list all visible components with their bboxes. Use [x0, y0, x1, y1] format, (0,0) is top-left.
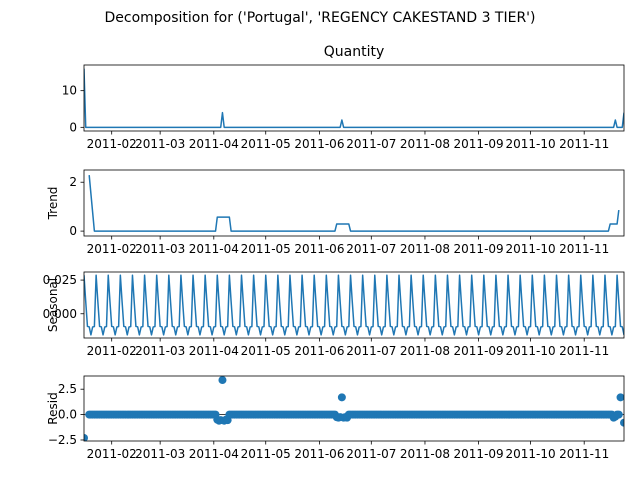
- x-tick-label: 2011-08: [400, 242, 450, 256]
- x-tick-label: 2011-10: [505, 242, 555, 256]
- series-line: [84, 68, 624, 129]
- x-tick-label: 2011-02: [87, 137, 137, 151]
- x-tick-label: 2011-09: [454, 242, 504, 256]
- x-tick-label: 2011-05: [241, 447, 291, 461]
- x-tick-label: 2011-04: [189, 242, 239, 256]
- x-tick-label: 2011-11: [559, 137, 609, 151]
- x-tick-label: 2011-02: [87, 242, 137, 256]
- x-tick-label: 2011-08: [400, 447, 450, 461]
- panel-marks: [84, 376, 624, 441]
- x-tick-label: 2011-11: [559, 242, 609, 256]
- x-tick-label: 2011-09: [454, 137, 504, 151]
- x-tick-label: 2011-07: [346, 242, 396, 256]
- x-tick-label: 2011-10: [505, 447, 555, 461]
- x-tick-label: 2011-04: [189, 137, 239, 151]
- x-tick-label: 2011-05: [241, 344, 291, 358]
- y-tick-label: 2: [69, 175, 77, 189]
- y-tick-label: 10: [62, 84, 77, 98]
- figure-suptitle: Decomposition for ('Portugal', 'REGENCY …: [105, 10, 536, 26]
- x-tick-label: 2011-10: [505, 344, 555, 358]
- x-tick-label: 2011-09: [454, 344, 504, 358]
- x-tick-label: 2011-04: [189, 447, 239, 461]
- axes-frame: [83, 64, 625, 132]
- x-tick-label: 2011-09: [454, 447, 504, 461]
- x-tick-label: 2011-06: [294, 344, 344, 358]
- y-tick-label: 0.0: [58, 408, 77, 422]
- x-tick-label: 2011-03: [135, 137, 185, 151]
- seasonal-line: [84, 274, 624, 336]
- y-tick-label: 0: [69, 120, 77, 134]
- x-tick-label: 2011-07: [346, 447, 396, 461]
- axes-frame: [83, 169, 625, 237]
- panel-marks: [84, 274, 624, 336]
- x-tick-label: 2011-11: [559, 447, 609, 461]
- x-tick-label: 2011-11: [559, 344, 609, 358]
- x-tick-label: 2011-08: [400, 137, 450, 151]
- x-tick-label: 2011-04: [189, 344, 239, 358]
- x-tick-label: 2011-02: [87, 447, 137, 461]
- y-tick-label: 0: [69, 224, 77, 238]
- panel-title: Quantity: [324, 44, 385, 60]
- y-tick-label: 0.000: [43, 307, 77, 321]
- x-tick-label: 2011-03: [135, 242, 185, 256]
- x-tick-label: 2011-02: [87, 344, 137, 358]
- x-tick-label: 2011-08: [400, 344, 450, 358]
- x-tick-label: 2011-03: [135, 344, 185, 358]
- resid-point: [614, 410, 623, 419]
- x-tick-label: 2011-07: [346, 137, 396, 151]
- axes-frame: [83, 375, 625, 442]
- y-tick-label: 2.5: [58, 382, 77, 396]
- y-axis-label: Resid: [46, 392, 60, 424]
- x-tick-label: 2011-05: [241, 242, 291, 256]
- y-tick-label: 0.025: [43, 273, 77, 287]
- panel-marks: [88, 175, 620, 232]
- y-axis-label: Trend: [46, 187, 60, 221]
- x-tick-label: 2011-07: [346, 344, 396, 358]
- x-tick-label: 2011-03: [135, 447, 185, 461]
- series-line: [88, 175, 620, 232]
- y-axis-label: Seasonal: [46, 278, 60, 332]
- x-tick-label: 2011-06: [294, 242, 344, 256]
- x-tick-label: 2011-05: [241, 137, 291, 151]
- x-tick-label: 2011-06: [294, 137, 344, 151]
- resid-point: [218, 376, 227, 385]
- resid-point: [620, 418, 624, 427]
- resid-point: [337, 393, 346, 402]
- resid-point: [616, 393, 624, 402]
- x-tick-label: 2011-06: [294, 447, 344, 461]
- resid-point: [84, 433, 88, 441]
- y-tick-label: −2.5: [48, 433, 77, 447]
- axes-frame: [83, 271, 625, 339]
- x-tick-label: 2011-10: [505, 137, 555, 151]
- panel-marks: [84, 68, 624, 129]
